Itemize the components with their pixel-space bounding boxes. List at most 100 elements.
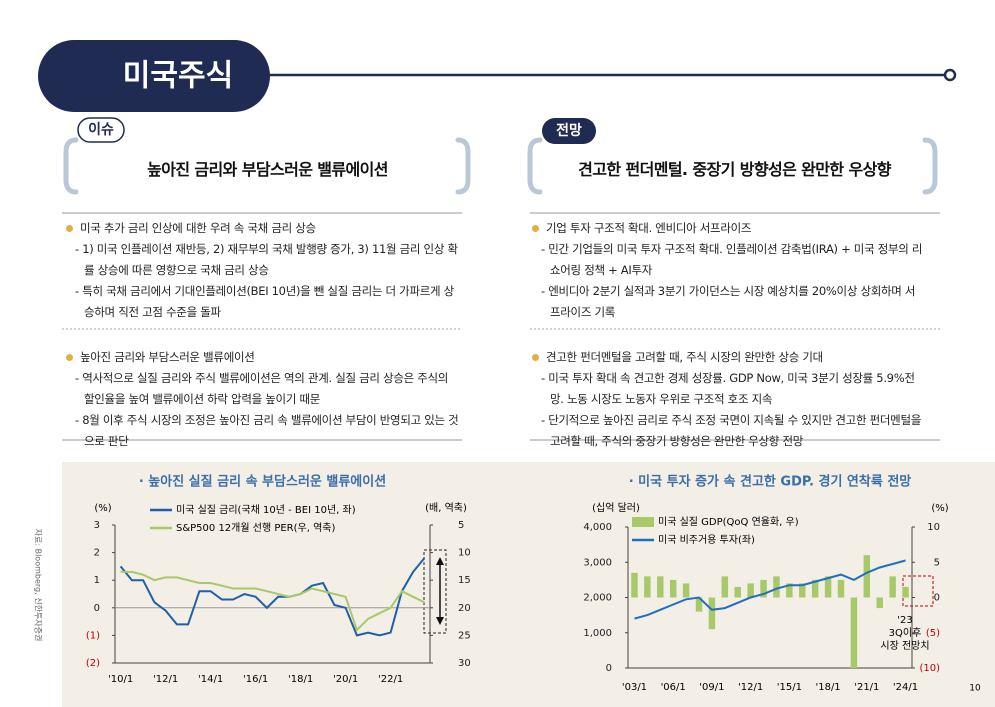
annotation: 시장 전망치 xyxy=(880,640,929,652)
y-tick-label: (2) xyxy=(86,658,100,669)
bracket xyxy=(527,137,543,195)
charts: · 높아진 실질 금리 속 부담스러운 밸류에이션(%) (배, 역축)3210(… xyxy=(86,474,949,694)
x-tick-label: '18/1 xyxy=(288,674,313,685)
header-title: 미국주식 xyxy=(123,59,233,94)
y2-tick-label: (10) xyxy=(919,663,940,674)
legend-label: 미국 실질 GDP(QoQ 연율화, 우) xyxy=(658,516,799,528)
y2-tick-label: 30 xyxy=(458,658,471,669)
y-tick-label: 1,000 xyxy=(583,628,612,639)
legend-label: 미국 실질 금리(국채 10년 - BEI 10년, 좌) xyxy=(176,504,356,516)
y2-tick-label: 0 xyxy=(934,593,940,604)
bar xyxy=(773,576,780,598)
bullet-block: 견고한 펀더멘털을 고려할 때, 주식 시장의 완만한 상승 기대 - 미국 투자… xyxy=(530,347,925,452)
x-tick-label: '20/1 xyxy=(333,674,358,685)
section-title: 견고한 펀더멘털. 중장기 방향성은 완만한 우상향 xyxy=(578,160,891,179)
sub-bullet: - 단기적으로 높아진 금리로 주식 조정 국면이 지속될 수 있지만 견고한 … xyxy=(541,413,921,448)
tag: 이슈 xyxy=(88,122,114,138)
bullet-block: 미국 추가 금리 인상에 대한 우려 속 국채 금리 상승 - 1) 미국 인플레… xyxy=(64,218,459,323)
bar xyxy=(799,583,806,598)
bar xyxy=(811,579,819,598)
highlight-box xyxy=(423,549,447,634)
x-tick-label: '15/1 xyxy=(777,682,802,693)
bar xyxy=(837,579,845,598)
y-tick-label: 0 xyxy=(94,603,100,614)
arrow-heads xyxy=(436,557,444,625)
sub-bullet: - 1) 미국 인플레이션 재반등, 2) 재무부의 국채 발행량 증가, 3)… xyxy=(75,242,458,277)
x-tick-label: '24/1 xyxy=(893,682,918,693)
x-tick-label: '14/1 xyxy=(198,674,223,685)
annotation: 3Q이후 xyxy=(889,627,922,639)
bar xyxy=(786,583,793,598)
chart-background xyxy=(62,462,995,707)
bar xyxy=(734,586,741,598)
column: 미국 추가 금리 인상에 대한 우려 속 국채 금리 상승 - 1) 미국 인플레… xyxy=(64,218,459,452)
x-tick-label: '22/1 xyxy=(378,674,403,685)
bullet: 견고한 펀더멘털을 고려할 때, 주식 시장의 완만한 상승 기대 xyxy=(530,347,925,368)
bar xyxy=(747,583,754,598)
y-tick-label: 0 xyxy=(606,663,612,674)
brackets xyxy=(63,137,938,195)
line xyxy=(119,557,426,637)
y2-tick-label: 5 xyxy=(458,520,464,531)
y-tick-label: (1) xyxy=(86,630,100,641)
bar xyxy=(863,555,871,598)
x-tick-label: '10/1 xyxy=(108,674,133,685)
bar xyxy=(721,576,729,598)
line xyxy=(634,559,906,620)
bracket xyxy=(922,137,938,195)
y-axis-label: (십억 달러) xyxy=(592,502,640,514)
page-number: 10 xyxy=(969,684,981,694)
y2-tick-label: 10 xyxy=(458,548,471,559)
bar xyxy=(631,572,638,598)
x-tick-label: '12/1 xyxy=(738,682,763,693)
bullet: 기업 투자 구조적 확대. 엔비디아 서프라이즈 xyxy=(530,218,925,239)
bar xyxy=(708,597,716,630)
annotation: '23 xyxy=(897,615,912,626)
bullet-block: 높아진 금리와 부담스러운 밸류에이션 - 역사적으로 실질 금리와 주식 밸류에… xyxy=(64,347,459,452)
sub-bullet: - 엔비디아 2분기 실적과 3분기 가이던스는 시장 예상치를 20%이상 상… xyxy=(541,284,916,319)
line xyxy=(120,570,425,632)
sub-bullet: - 특히 국채 금리에서 기대인플레이션(BEI 10년)을 뺀 실질 금리는 … xyxy=(75,284,454,319)
y2-tick-label: (5) xyxy=(926,628,940,639)
y2-tick-label: 10 xyxy=(927,522,940,533)
x-tick-label: '06/1 xyxy=(661,682,686,693)
x-tick-label: '18/1 xyxy=(815,682,840,693)
bar xyxy=(657,576,664,598)
bar xyxy=(876,597,883,609)
bracket xyxy=(63,137,79,195)
bullet-block: 기업 투자 구조적 확대. 엔비디아 서프라이즈 - 민간 기업들의 미국 투자 … xyxy=(530,218,925,323)
y-tick-label: 2,000 xyxy=(583,593,612,604)
source: 자료: Bloomberg, 신한투자증권 xyxy=(34,529,44,642)
y2-axis-label: (%) xyxy=(931,503,948,514)
y2-tick-label: 15 xyxy=(458,575,471,586)
y2-tick-label: 25 xyxy=(458,630,471,641)
sub-bullet: - 민간 기업들의 미국 투자 구조적 확대. 인플레이션 감축법(IRA) +… xyxy=(541,242,923,277)
y2-tick-label: 20 xyxy=(458,603,471,614)
bar xyxy=(695,597,703,612)
bullet: 높아진 금리와 부담스러운 밸류에이션 xyxy=(64,347,459,368)
legend-label: 미국 비주거용 투자(좌) xyxy=(658,534,755,546)
bar xyxy=(760,579,767,598)
bullet: 미국 추가 금리 인상에 대한 우려 속 국채 금리 상승 xyxy=(64,218,459,239)
y-tick-label: 3 xyxy=(94,520,100,531)
y-tick-label: 2 xyxy=(94,548,100,559)
section-title: 높아진 금리와 부담스러운 밸류에이션 xyxy=(147,160,388,179)
y-axis-label: (%) xyxy=(94,503,111,514)
bar xyxy=(682,583,690,598)
x-tick-label: '09/1 xyxy=(699,682,724,693)
bracket xyxy=(455,137,471,195)
chart-title: · 미국 투자 증가 속 견고한 GDP. 경기 연착륙 전망 xyxy=(629,474,912,490)
column: 기업 투자 구조적 확대. 엔비디아 서프라이즈 - 민간 기업들의 미국 투자 … xyxy=(530,218,925,452)
x-tick-label: '21/1 xyxy=(854,682,879,693)
sub-bullet: - 미국 투자 확대 속 견고한 경제 성장률. GDP Now, 미국 3분기… xyxy=(541,371,915,406)
y-tick-label: 3,000 xyxy=(583,557,612,568)
legend-label: S&P500 12개월 선행 PER(우, 역축) xyxy=(176,522,335,534)
chart-title: · 높아진 실질 금리 속 부담스러운 밸류에이션 xyxy=(139,474,386,490)
header-pill xyxy=(38,40,270,112)
legend-swatch xyxy=(632,517,654,527)
sub-bullet: - 역사적으로 실질 금리와 주식 밸류에이션은 역의 관계. 실질 금리 상승… xyxy=(75,371,449,406)
bar xyxy=(824,576,832,598)
sub-bullet: - 8월 이후 주식 시장의 조정은 높아진 금리 속 밸류에이션 부담이 반영… xyxy=(75,413,459,448)
